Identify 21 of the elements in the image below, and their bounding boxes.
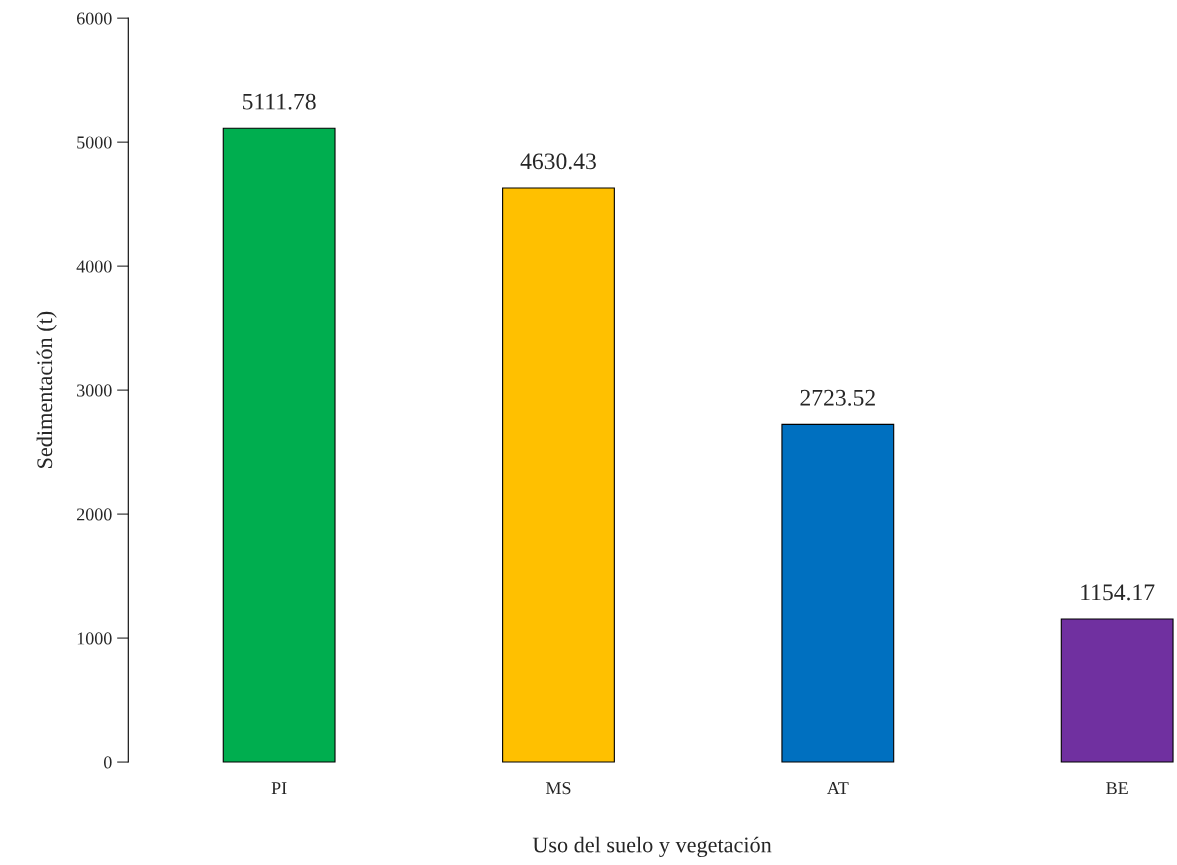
y-tick-label: 0 [103,756,112,769]
y-tick-label: 1000 [77,632,112,645]
x-tick-label: AT [826,782,849,795]
x-axis-title: Uso del suelo y vegetación [532,836,772,858]
data-label: 1154.17 [1081,584,1155,601]
data-label: 4630.43 [520,153,596,170]
y-tick-label: 6000 [76,12,112,25]
data-label: 2723.52 [800,389,875,406]
x-tick-label: PI [271,782,287,795]
y-tick-label: 2000 [77,508,112,521]
data-label: 5111.78 [243,93,316,110]
y-axis-title: Sedimentación (t) [36,311,57,468]
bar [222,127,336,763]
bar [1060,618,1174,763]
y-tick-label: 5000 [77,136,112,149]
bar [502,187,615,763]
bar [781,423,895,763]
y-tick-label: 3000 [77,384,112,397]
x-tick-label: BE [1106,782,1128,795]
x-tick-label: MS [545,782,571,795]
y-tick-label: 4000 [76,260,112,273]
